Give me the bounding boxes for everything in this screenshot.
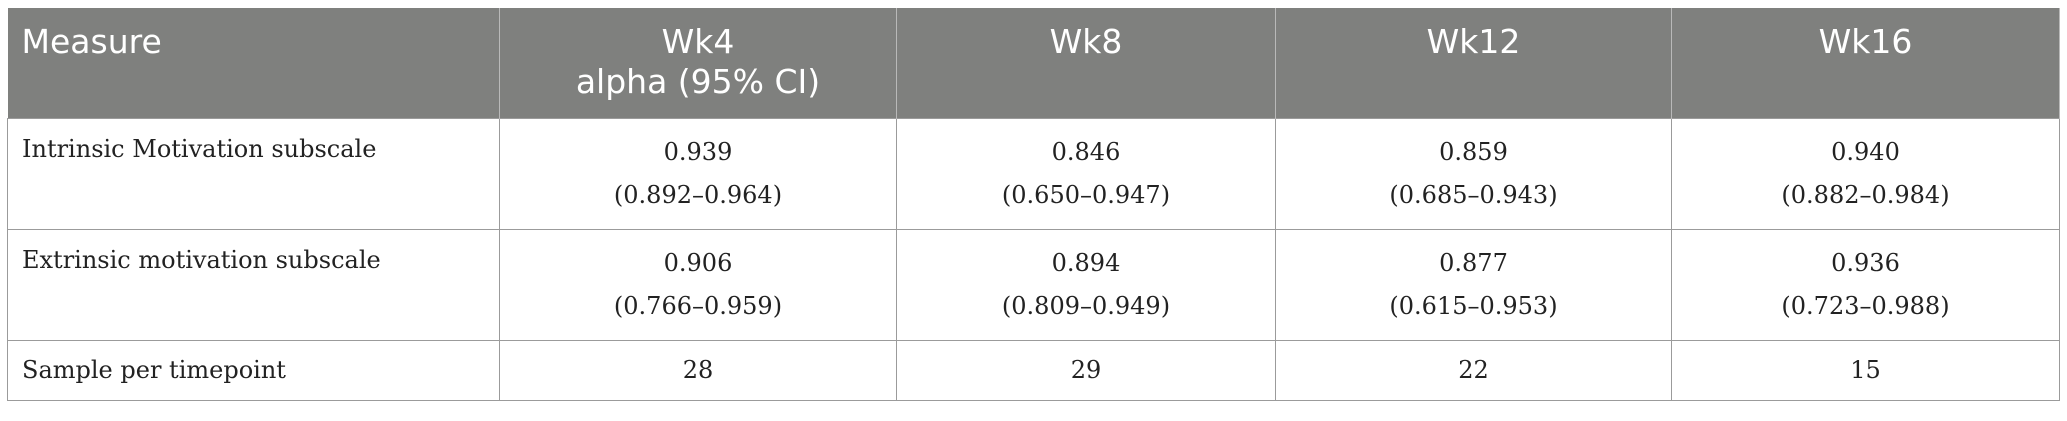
cell-wk4: 0.939 (0.892–0.964) — [499, 117, 897, 230]
alpha-value: 0.939 — [663, 137, 733, 166]
row-label-cell: Sample per timepoint — [7, 339, 500, 401]
header-wk12: Wk12 — [1275, 8, 1672, 118]
header-measure-label: Measure — [21, 22, 162, 61]
alpha-value: 0.859 — [1439, 137, 1508, 166]
row-label: Sample per timepoint — [22, 356, 286, 384]
reliability-table: Measure Wk4 alpha (95% CI) Wk8 Wk12 Wk16 — [7, 8, 2060, 401]
header-wk4: Wk4 alpha (95% CI) — [499, 8, 897, 118]
header-row: Measure Wk4 alpha (95% CI) Wk8 Wk12 Wk16 — [7, 8, 2060, 118]
confidence-interval: (0.615–0.953) — [1389, 291, 1558, 320]
cell-wk8: 0.894 (0.809–0.949) — [896, 228, 1276, 341]
header-wk8-label: Wk8 — [1049, 22, 1123, 61]
cell-wk16: 0.936 (0.723–0.988) — [1671, 228, 2060, 341]
confidence-interval: (0.892–0.964) — [613, 180, 783, 209]
confidence-interval: (0.766–0.959) — [613, 291, 783, 320]
cell-wk16: 0.940 (0.882–0.984) — [1671, 117, 2060, 230]
header-wk16: Wk16 — [1671, 8, 2060, 118]
row-label: Extrinsic motivation subscale — [22, 245, 381, 274]
header-wk4-sublabel: alpha (95% CI) — [575, 62, 821, 101]
sample-count: 28 — [682, 356, 714, 384]
confidence-interval: (0.882–0.984) — [1781, 180, 1950, 209]
header-measure: Measure — [7, 8, 500, 118]
sample-count: 15 — [1850, 356, 1881, 384]
table-body: Intrinsic Motivation subscale 0.939 (0.8… — [7, 117, 2060, 401]
table-header: Measure Wk4 alpha (95% CI) Wk8 Wk12 Wk16 — [7, 8, 2060, 118]
header-wk12-label: Wk12 — [1426, 22, 1521, 61]
header-wk8: Wk8 — [896, 8, 1276, 118]
cell-wk12: 22 — [1275, 339, 1672, 401]
confidence-interval: (0.650–0.947) — [1001, 180, 1171, 209]
header-wk16-label: Wk16 — [1818, 22, 1913, 61]
table-row-extrinsic: Extrinsic motivation subscale 0.906 (0.7… — [7, 228, 2060, 341]
cell-wk8: 29 — [896, 339, 1276, 401]
alpha-value: 0.877 — [1439, 248, 1508, 277]
alpha-value: 0.940 — [1831, 137, 1900, 166]
alpha-value: 0.906 — [663, 248, 733, 277]
cell-wk4: 28 — [499, 339, 897, 401]
sample-count: 22 — [1458, 356, 1489, 384]
confidence-interval: (0.723–0.988) — [1781, 291, 1950, 320]
row-label: Intrinsic Motivation subscale — [22, 134, 377, 163]
confidence-interval: (0.685–0.943) — [1389, 180, 1558, 209]
table-row-intrinsic: Intrinsic Motivation subscale 0.939 (0.8… — [7, 117, 2060, 230]
cell-wk16: 15 — [1671, 339, 2060, 401]
table-row-sample: Sample per timepoint 28 29 22 15 — [7, 339, 2060, 401]
confidence-interval: (0.809–0.949) — [1001, 291, 1171, 320]
cell-wk12: 0.859 (0.685–0.943) — [1275, 117, 1672, 230]
alpha-value: 0.894 — [1051, 248, 1121, 277]
alpha-value: 0.936 — [1831, 248, 1900, 277]
row-label-cell: Extrinsic motivation subscale — [7, 228, 500, 341]
reliability-table-container: Measure Wk4 alpha (95% CI) Wk8 Wk12 Wk16 — [7, 8, 2060, 401]
alpha-value: 0.846 — [1051, 137, 1121, 166]
cell-wk8: 0.846 (0.650–0.947) — [896, 117, 1276, 230]
sample-count: 29 — [1070, 356, 1102, 384]
cell-wk12: 0.877 (0.615–0.953) — [1275, 228, 1672, 341]
header-wk4-label: Wk4 — [661, 22, 735, 61]
cell-wk4: 0.906 (0.766–0.959) — [499, 228, 897, 341]
row-label-cell: Intrinsic Motivation subscale — [7, 117, 500, 230]
